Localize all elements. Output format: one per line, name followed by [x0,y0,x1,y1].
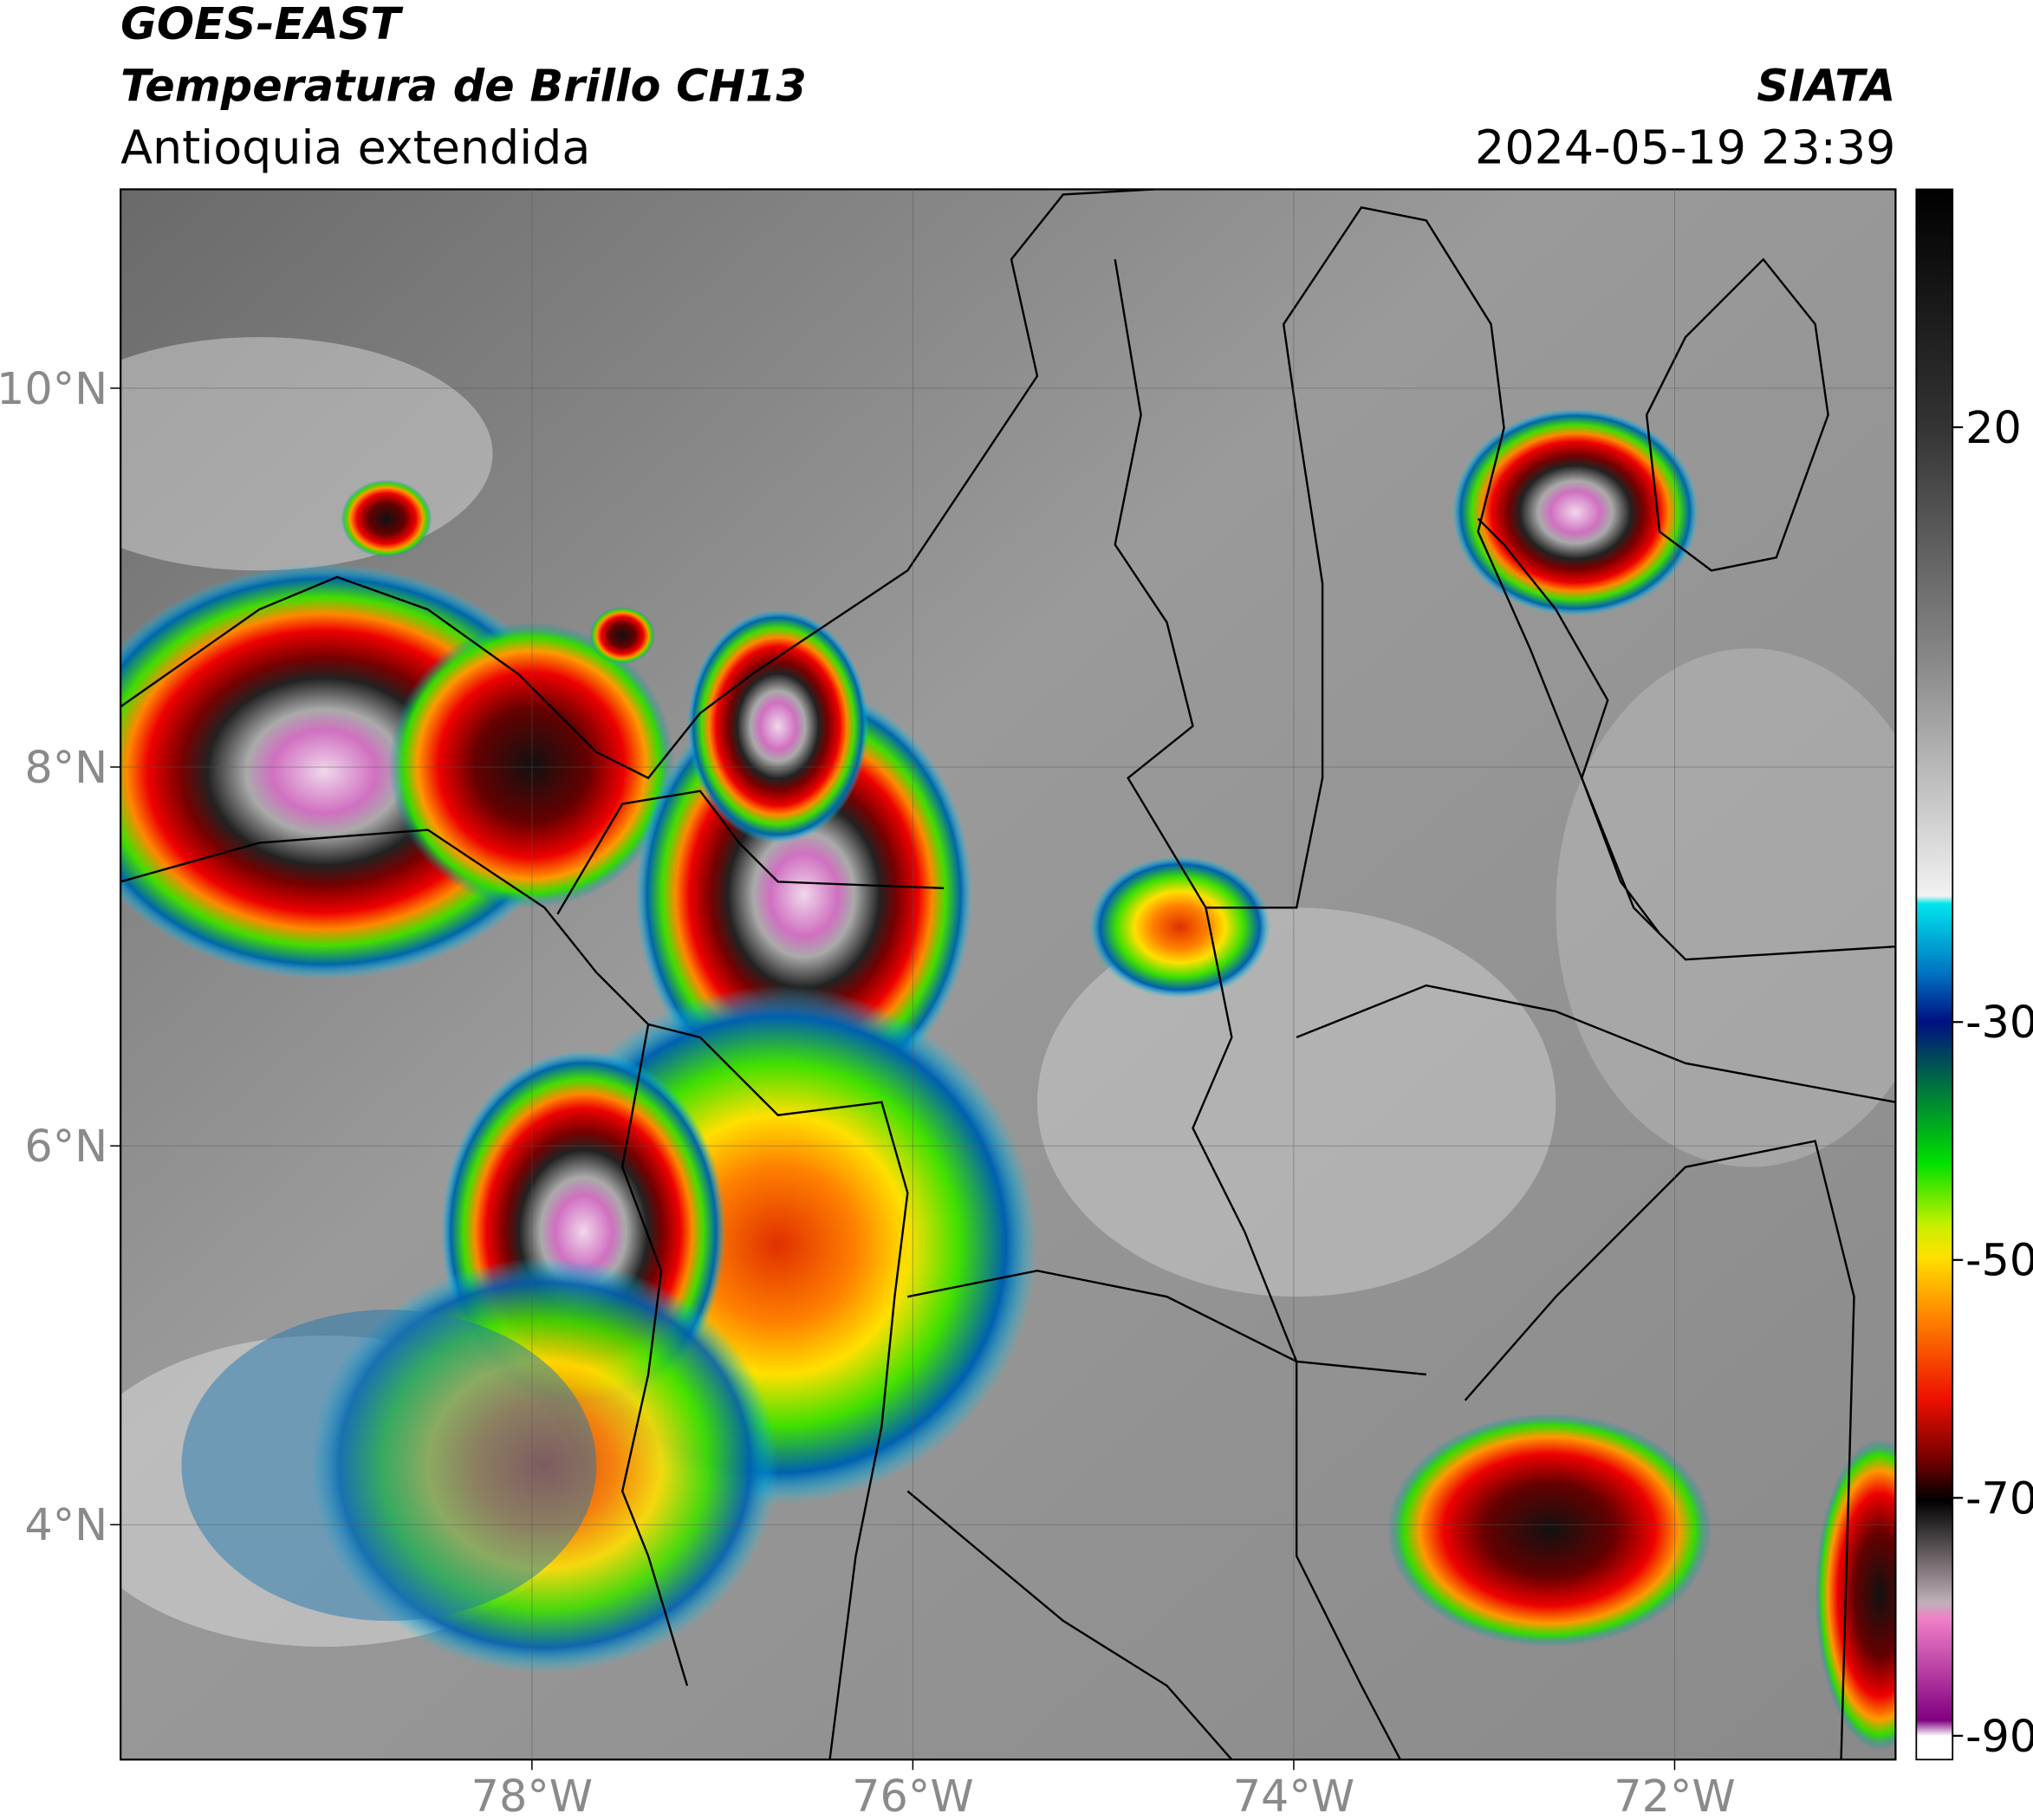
y-tick-label: 10°N [0,363,107,414]
satellite-title: GOES-EAST [120,0,404,49]
colorbar-tick-label: -70 [1965,1472,2033,1524]
x-tick-label: 78°W [471,1771,593,1820]
map-imagery [120,189,1896,1760]
y-tick-label: 8°N [24,742,107,793]
x-tick-label: 74°W [1233,1771,1354,1820]
y-tick-label: 6°N [24,1121,107,1172]
source-label: SIATA [1757,61,1895,112]
x-tick-label: 76°W [852,1771,973,1820]
colorbar-tick-label: -50 [1965,1235,2033,1286]
product-title: Temperatura de Brillo CH13 [120,61,807,112]
colorbar-tick-label: -90 [1965,1711,2033,1762]
colorbar-tick-label: -30 [1965,997,2033,1048]
y-tick-label: 4°N [24,1499,107,1550]
map-frame [120,188,1897,1761]
datetime-label: 2024-05-19 23:39 [1475,120,1895,175]
colorbar-tick-label: 20 [1965,402,2022,453]
colorbar [1915,188,1954,1761]
region-subtitle: Antioquia extendida [120,120,590,175]
x-tick-label: 72°W [1614,1771,1735,1820]
